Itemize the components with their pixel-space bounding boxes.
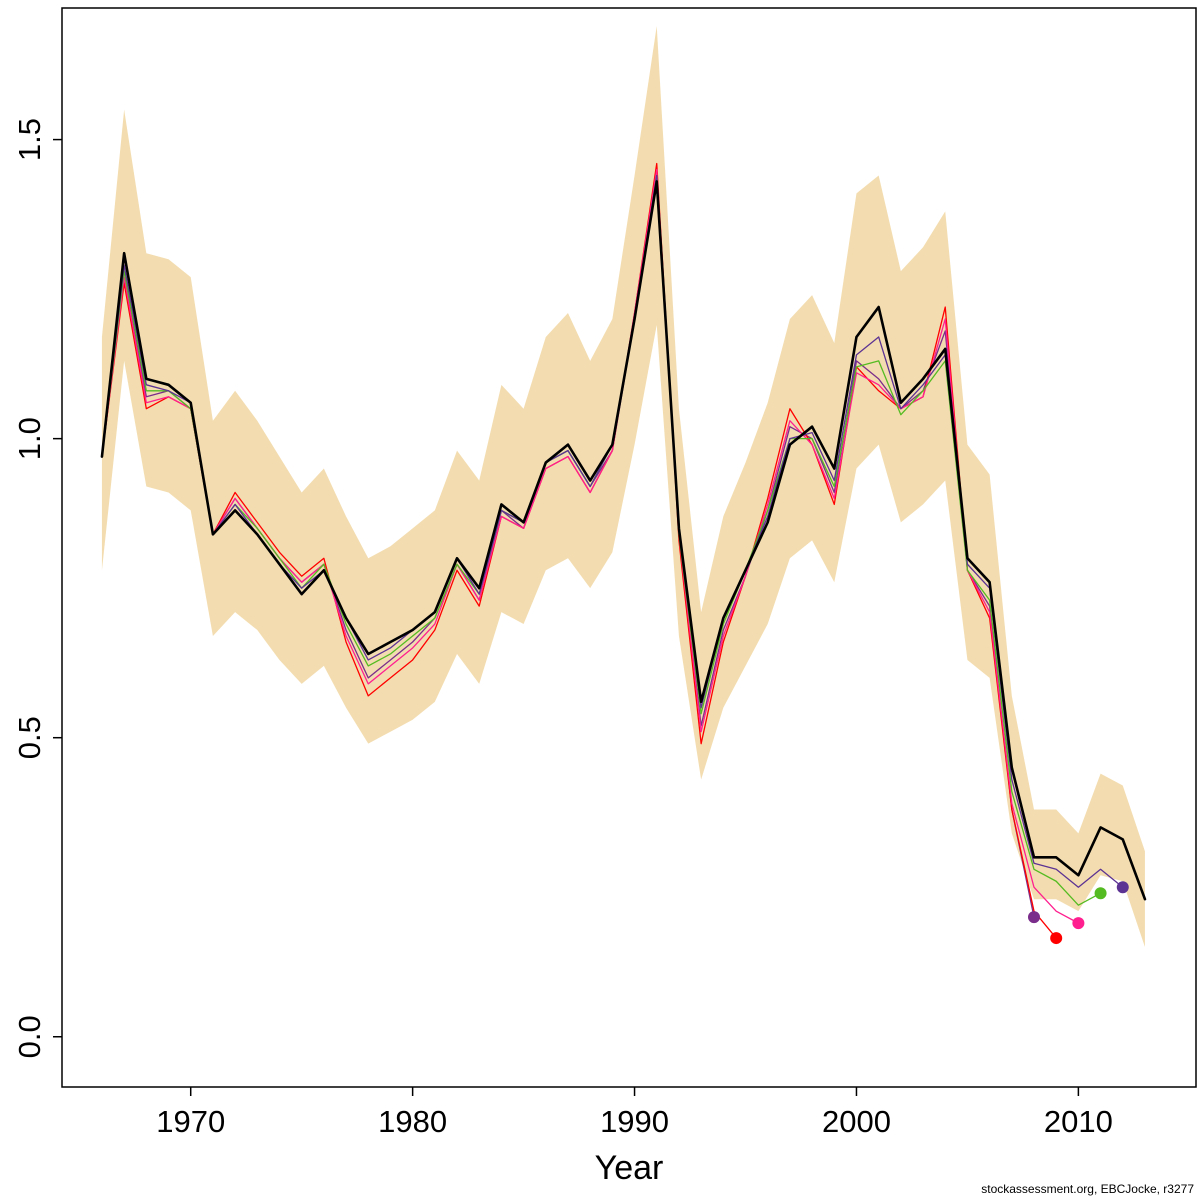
confidence-band — [101, 25, 1145, 948]
x-tick-label: 1970 — [156, 1104, 225, 1139]
retro-peel-2012-end-dot — [1116, 881, 1129, 894]
plot-box — [61, 7, 1197, 1088]
x-tick-label: 1980 — [378, 1104, 447, 1139]
final-run-line — [100, 180, 1147, 901]
retro-peel-2009-end-dot — [1050, 932, 1063, 945]
credit-text: stockassessment.org, EBCJocke, r3277 — [981, 1182, 1194, 1196]
y-tick-label: 1.5 — [12, 118, 47, 161]
y-tick-label: 0.5 — [12, 716, 47, 759]
y-tick-label: 0.0 — [12, 1015, 47, 1058]
x-tick-label: 2000 — [822, 1104, 891, 1139]
retro-peel-2008-end-dot — [1028, 911, 1040, 924]
x-tick-label: 1990 — [600, 1104, 669, 1139]
retro-peel-2011-end-dot — [1094, 887, 1107, 900]
x-axis-title: Year — [595, 1149, 664, 1187]
y-tick-label: 1.0 — [12, 417, 47, 460]
retro-peel-2010-end-dot — [1072, 917, 1085, 930]
x-tick-label: 2010 — [1044, 1104, 1113, 1139]
